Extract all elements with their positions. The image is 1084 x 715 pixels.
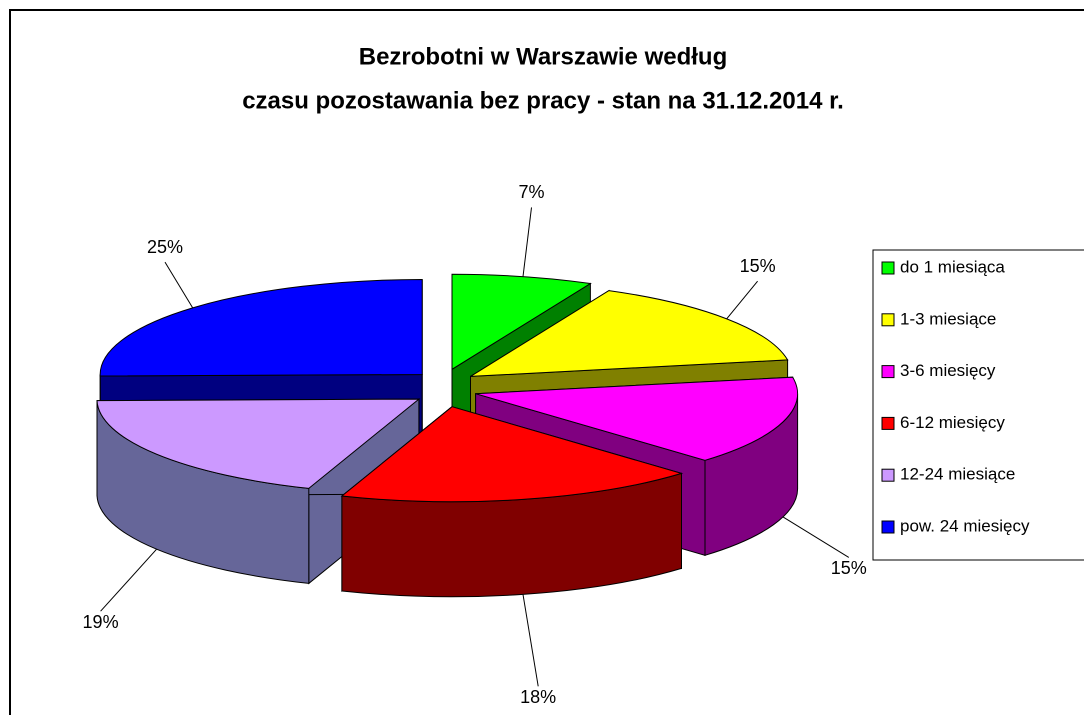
legend-label: 12-24 miesiące bbox=[900, 465, 1015, 484]
data-label: 15% bbox=[740, 256, 776, 276]
legend-box bbox=[872, 249, 1084, 561]
legend-label: pow. 24 miesięcy bbox=[900, 516, 1030, 535]
leader-line bbox=[100, 548, 157, 612]
slice bbox=[340, 406, 684, 503]
legend-swatch bbox=[881, 365, 895, 379]
leader-line bbox=[782, 516, 850, 558]
legend-label: 3-6 miesięcy bbox=[900, 361, 996, 380]
data-label: 25% bbox=[147, 237, 183, 257]
leader-line bbox=[522, 207, 532, 277]
legend-swatch bbox=[881, 520, 895, 534]
legend-label: 1-3 miesiące bbox=[900, 309, 996, 328]
legend-swatch bbox=[881, 416, 895, 430]
leader-line bbox=[522, 594, 539, 687]
legend-swatch bbox=[881, 261, 895, 275]
data-label: 7% bbox=[519, 182, 545, 202]
chart-title: Bezrobotni w Warszawie według bbox=[359, 43, 727, 70]
legend-label: do 1 miesiąca bbox=[900, 257, 1005, 276]
legend-label: 6-12 miesięcy bbox=[900, 413, 1005, 432]
leader-line bbox=[726, 280, 758, 320]
data-label: 18% bbox=[520, 687, 556, 707]
data-label: 15% bbox=[831, 558, 867, 578]
slice bbox=[451, 273, 592, 371]
slice bbox=[475, 376, 799, 461]
data-label: 19% bbox=[83, 612, 119, 632]
legend-swatch bbox=[881, 468, 895, 482]
slice bbox=[99, 278, 423, 377]
legend-swatch bbox=[881, 313, 895, 327]
chart-title: czasu pozostawania bez pracy - stan na 3… bbox=[242, 87, 844, 114]
slice bbox=[470, 290, 789, 377]
leader-line bbox=[164, 261, 194, 309]
slice bbox=[96, 398, 421, 489]
